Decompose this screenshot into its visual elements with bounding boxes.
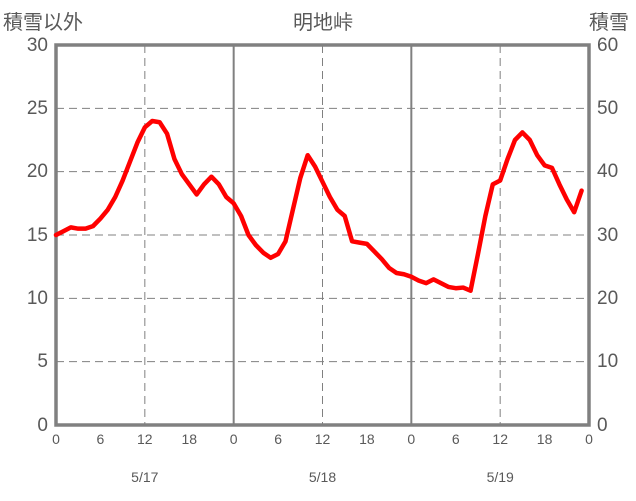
svg-text:10: 10 bbox=[27, 288, 48, 309]
svg-text:0: 0 bbox=[230, 431, 238, 447]
svg-text:6: 6 bbox=[452, 431, 460, 447]
svg-text:18: 18 bbox=[537, 431, 553, 447]
svg-text:6: 6 bbox=[97, 431, 105, 447]
svg-text:50: 50 bbox=[597, 98, 618, 119]
svg-text:12: 12 bbox=[315, 431, 331, 447]
svg-text:10: 10 bbox=[597, 351, 618, 372]
svg-text:12: 12 bbox=[137, 431, 153, 447]
svg-text:18: 18 bbox=[182, 431, 198, 447]
svg-text:0: 0 bbox=[585, 431, 593, 447]
svg-text:0: 0 bbox=[407, 431, 415, 447]
svg-text:0: 0 bbox=[52, 431, 60, 447]
svg-text:5/19: 5/19 bbox=[487, 469, 514, 485]
svg-text:20: 20 bbox=[597, 288, 618, 309]
svg-text:6: 6 bbox=[274, 431, 282, 447]
svg-text:25: 25 bbox=[27, 98, 48, 119]
svg-text:0: 0 bbox=[597, 415, 608, 436]
svg-text:5/17: 5/17 bbox=[131, 469, 158, 485]
svg-text:20: 20 bbox=[27, 161, 48, 182]
svg-text:40: 40 bbox=[597, 161, 618, 182]
svg-text:18: 18 bbox=[359, 431, 375, 447]
svg-text:15: 15 bbox=[27, 225, 48, 246]
svg-text:0: 0 bbox=[37, 415, 48, 436]
svg-text:30: 30 bbox=[27, 35, 48, 56]
svg-text:12: 12 bbox=[492, 431, 508, 447]
svg-text:60: 60 bbox=[597, 35, 618, 56]
svg-text:5/18: 5/18 bbox=[309, 469, 336, 485]
svg-text:5: 5 bbox=[37, 351, 48, 372]
svg-text:30: 30 bbox=[597, 225, 618, 246]
